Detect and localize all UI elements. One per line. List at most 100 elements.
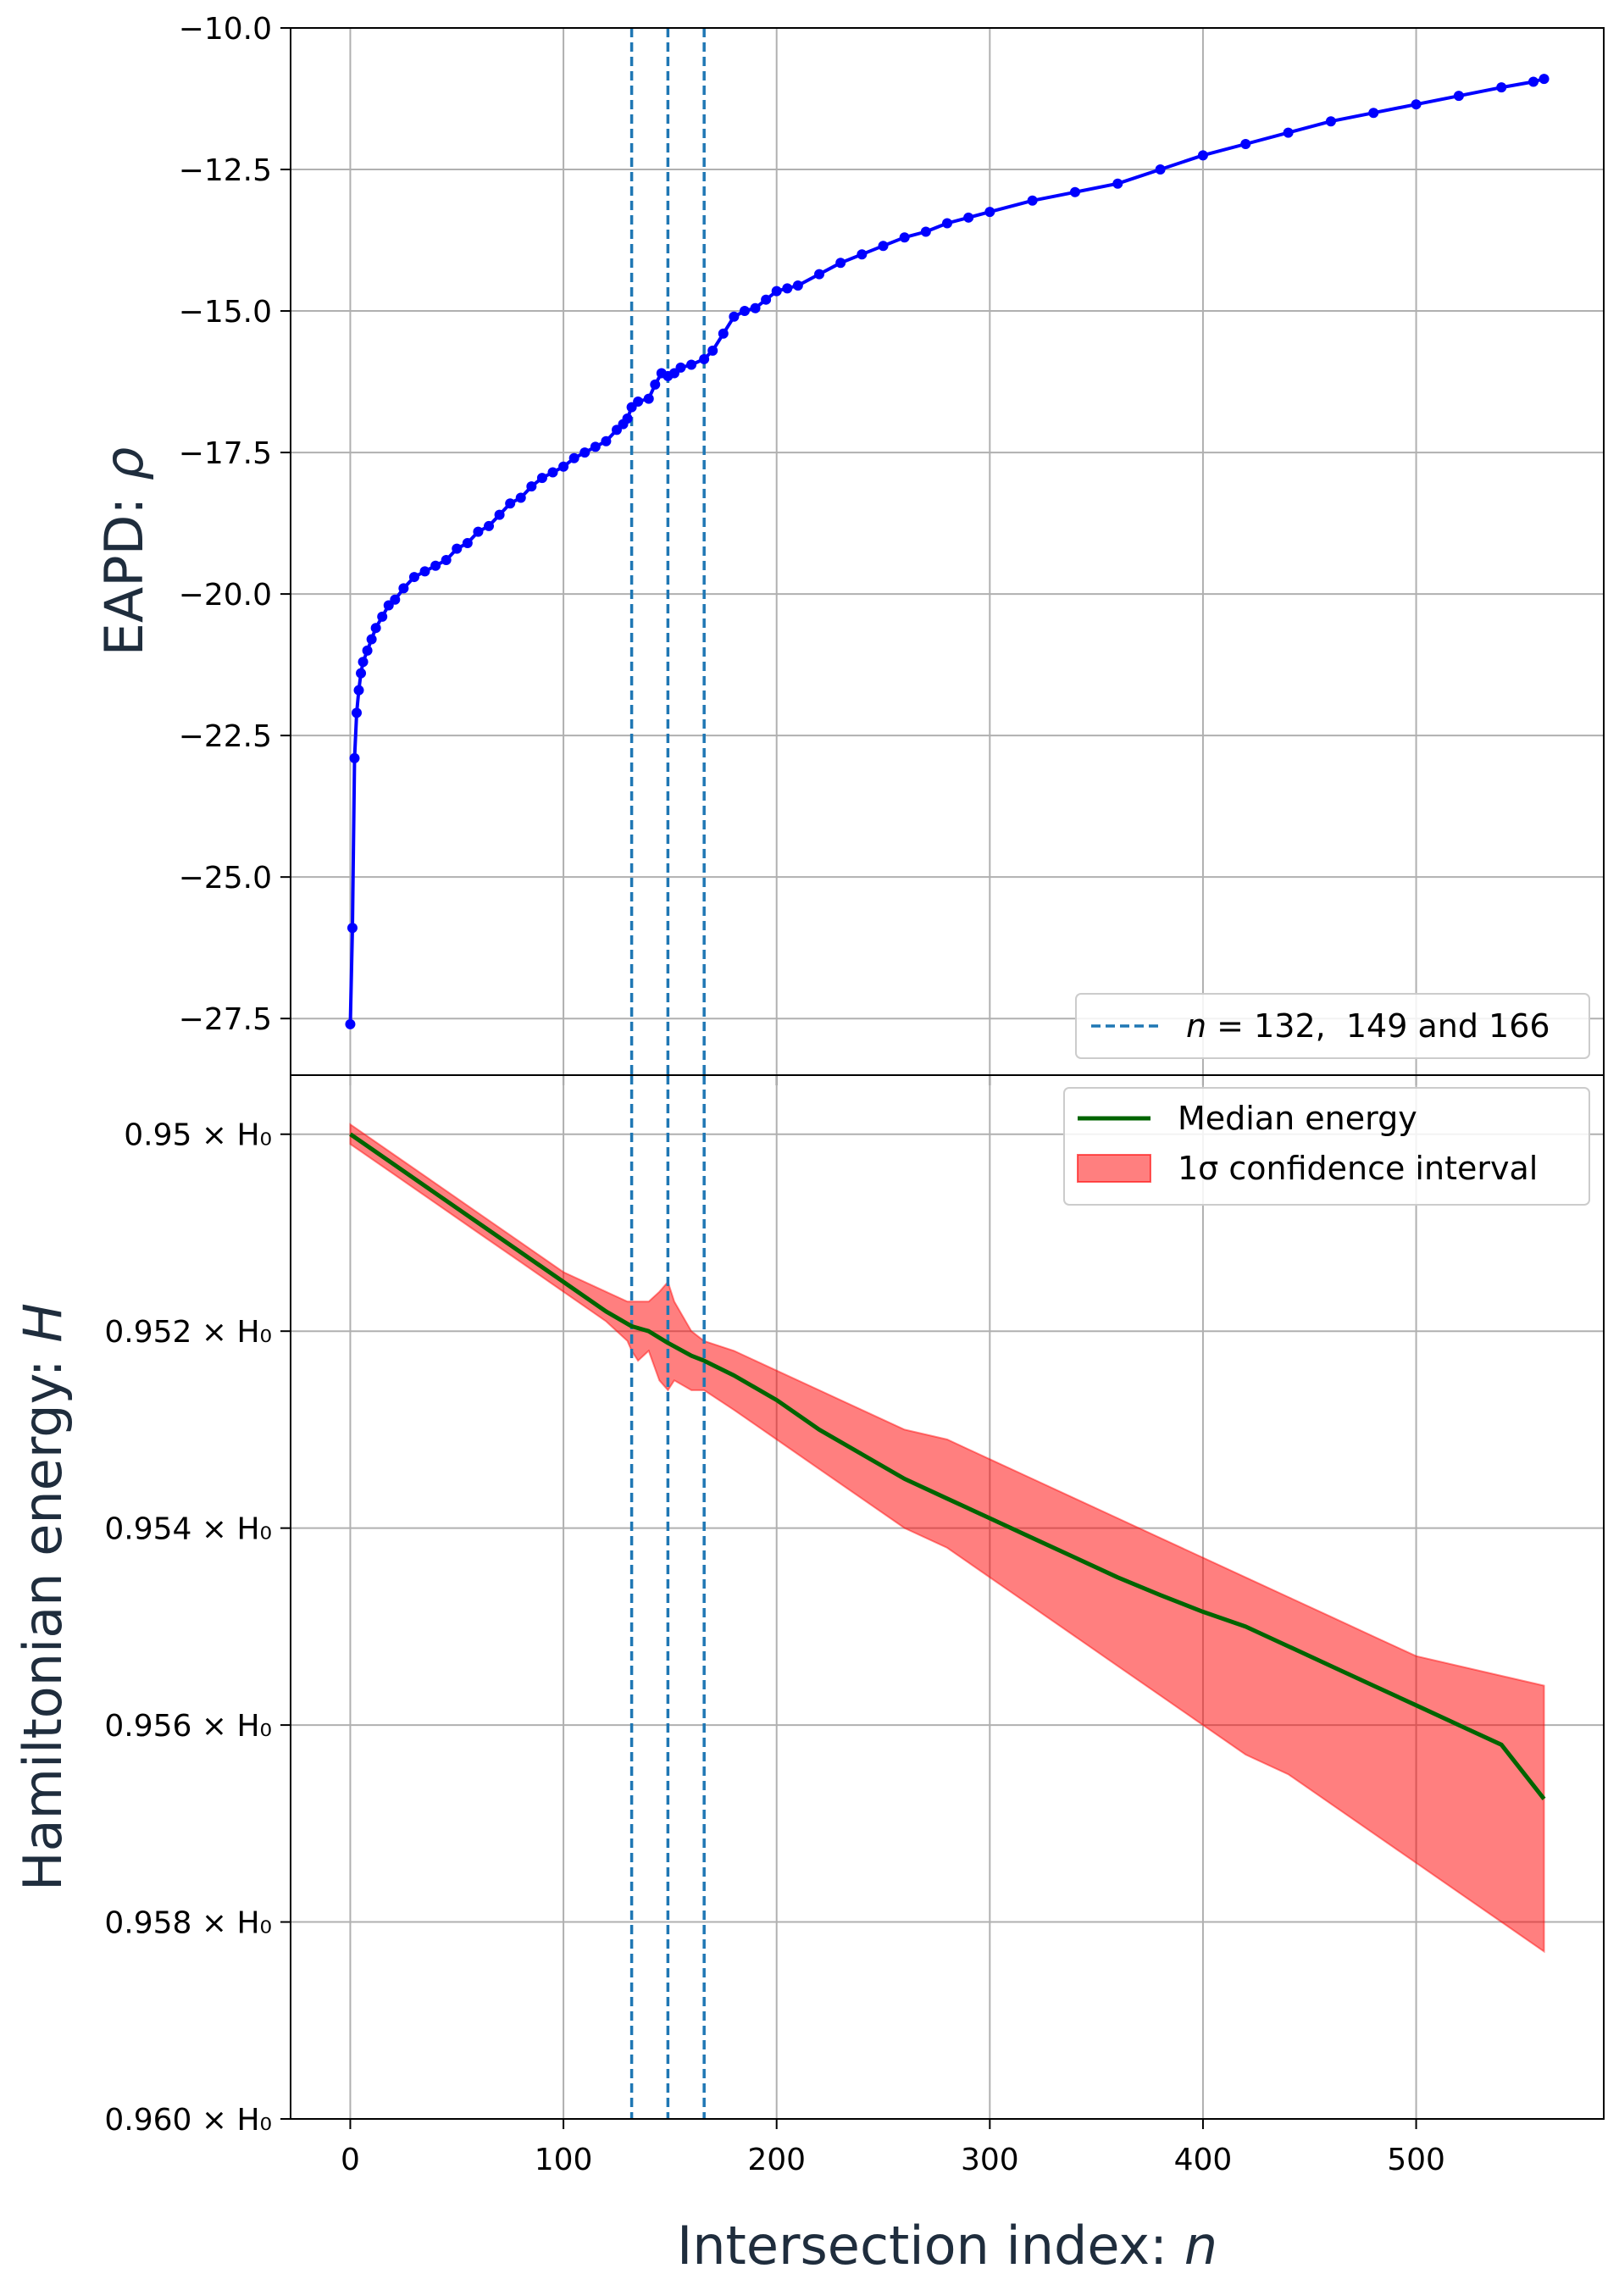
eapd-point-32 bbox=[601, 435, 612, 446]
eapd-point-6 bbox=[358, 657, 369, 668]
eapd-point-16 bbox=[430, 560, 441, 571]
energy-y-axis-title-symbol: H bbox=[12, 1303, 74, 1343]
eapd-point-30 bbox=[579, 447, 590, 458]
energy-y-axis-title-main: Hamiltonian energy: bbox=[12, 1343, 74, 1891]
eapd-point-24 bbox=[515, 492, 526, 503]
eapd-point-63 bbox=[984, 207, 995, 218]
eapd-point-76 bbox=[1528, 76, 1539, 87]
eapd-point-54 bbox=[792, 280, 803, 291]
eapd-point-21 bbox=[484, 520, 495, 531]
eapd-point-66 bbox=[1112, 178, 1123, 189]
eapd-point-7 bbox=[362, 645, 373, 656]
energy-y-tick-label-1: 0.952 × H₀ bbox=[104, 1315, 272, 1350]
eapd-reference-lines bbox=[629, 28, 706, 1075]
energy-y-tick-label-5: 0.960 × H₀ bbox=[104, 2103, 272, 2138]
eapd-point-23 bbox=[505, 498, 516, 509]
eapd-point-38 bbox=[643, 393, 654, 404]
eapd-point-72 bbox=[1368, 108, 1379, 119]
energy-axes-frame bbox=[290, 1074, 1605, 2120]
eapd-point-18 bbox=[452, 543, 463, 554]
energy-y-tick-label-0: 0.95 × H₀ bbox=[124, 1118, 272, 1153]
eapd-point-4 bbox=[353, 685, 364, 696]
eapd-point-9 bbox=[370, 623, 381, 634]
eapd-point-52 bbox=[771, 286, 782, 297]
eapd-point-12 bbox=[390, 594, 401, 605]
eapd-panel: −10.0 −12.5 −15.0 −17.5 −20.0 −22.5 −25.0 −27.5… bbox=[93, 12, 1605, 1085]
energy-x-ticks: 0 100 200 300 400 500 bbox=[341, 2119, 1445, 2177]
eapd-legend-label: n = 132, 149 and 166 bbox=[1186, 1007, 1550, 1045]
eapd-point-31 bbox=[590, 441, 601, 452]
eapd-y-tick-label-1: −12.5 bbox=[179, 153, 272, 188]
eapd-point-19 bbox=[462, 537, 473, 548]
eapd-point-37 bbox=[633, 396, 644, 407]
x-tick-label-5: 500 bbox=[1387, 2143, 1445, 2177]
eapd-point-8 bbox=[366, 634, 377, 645]
x-axis-title-main: Intersection index: bbox=[677, 2215, 1184, 2277]
eapd-point-73 bbox=[1411, 99, 1422, 110]
eapd-legend-box bbox=[1075, 993, 1590, 1059]
eapd-y-tick-label-5: −22.5 bbox=[179, 719, 272, 754]
x-axis-title-symbol: n bbox=[1184, 2215, 1217, 2277]
x-tick-label-4: 400 bbox=[1174, 2143, 1233, 2177]
energy-legend-band-label: 1σ confidence interval bbox=[1178, 1150, 1538, 1187]
eapd-point-3 bbox=[352, 707, 363, 718]
eapd-point-58 bbox=[878, 241, 889, 252]
energy-median-line bbox=[349, 1132, 1546, 1800]
eapd-point-5 bbox=[356, 668, 367, 679]
energy-panel: 0.95 × H₀ 0.952 × H₀ 0.954 × H₀ 0.956 × H₀ 0… bbox=[12, 1074, 1605, 2277]
eapd-y-tick-label-0: −10.0 bbox=[179, 12, 272, 47]
eapd-point-2 bbox=[349, 752, 360, 763]
eapd-point-65 bbox=[1069, 186, 1080, 197]
eapd-y-tick-label-3: −17.5 bbox=[179, 436, 272, 471]
eapd-point-20 bbox=[473, 526, 484, 537]
eapd-point-43 bbox=[675, 362, 686, 373]
energy-y-tick-label-4: 0.958 × H₀ bbox=[104, 1906, 272, 1941]
eapd-point-25 bbox=[526, 481, 537, 492]
eapd-point-77 bbox=[1539, 74, 1550, 85]
eapd-point-47 bbox=[718, 328, 729, 339]
energy-legend-box bbox=[1063, 1087, 1590, 1206]
eapd-point-53 bbox=[782, 283, 793, 294]
eapd-point-67 bbox=[1155, 164, 1166, 175]
eapd-point-10 bbox=[377, 611, 388, 622]
eapd-point-60 bbox=[920, 226, 931, 237]
eapd-y-axis-title-symbol: ρ bbox=[93, 447, 155, 480]
energy-legend-band-swatch bbox=[1077, 1154, 1151, 1183]
energy-y-tick-label-2: 0.954 × H₀ bbox=[104, 1512, 272, 1547]
x-tick-label-1: 100 bbox=[535, 2143, 593, 2177]
eapd-point-75 bbox=[1496, 82, 1507, 93]
eapd-point-51 bbox=[761, 294, 772, 305]
eapd-legend-label-rest: = 132, 149 and 166 bbox=[1206, 1007, 1550, 1045]
eapd-point-39 bbox=[650, 379, 661, 390]
eapd-legend-label-var: n bbox=[1186, 1007, 1206, 1045]
eapd-point-48 bbox=[729, 311, 740, 322]
energy-y-axis-title: Hamiltonian energy: H bbox=[12, 1303, 74, 1891]
eapd-point-26 bbox=[536, 473, 547, 484]
eapd-y-tick-label-6: −25.0 bbox=[179, 861, 272, 896]
eapd-y-ticks: −10.0 −12.5 −15.0 −17.5 −20.0 −22.5 −25.0 −27.5 bbox=[179, 12, 1417, 1085]
eapd-point-61 bbox=[942, 218, 952, 229]
eapd-point-56 bbox=[835, 258, 846, 269]
energy-reference-lines bbox=[629, 1075, 706, 2119]
eapd-point-74 bbox=[1453, 91, 1464, 102]
eapd-point-1 bbox=[347, 923, 358, 934]
eapd-point-14 bbox=[408, 572, 419, 583]
eapd-grid bbox=[291, 27, 1604, 1075]
eapd-point-35 bbox=[622, 413, 633, 424]
eapd-point-27 bbox=[547, 467, 558, 478]
energy-legend-median-label: Median energy bbox=[1178, 1100, 1417, 1137]
eapd-point-49 bbox=[739, 306, 750, 317]
energy-y-ticks: 0.95 × H₀ 0.952 × H₀ 0.954 × H₀ 0.956 × H₀ 0… bbox=[104, 1118, 291, 2138]
eapd-point-57 bbox=[857, 249, 868, 260]
eapd-point-13 bbox=[398, 583, 409, 594]
eapd-legend: n = 132, 149 and 166 bbox=[1075, 993, 1590, 1059]
eapd-point-64 bbox=[1027, 195, 1038, 206]
eapd-point-50 bbox=[750, 302, 761, 313]
eapd-point-71 bbox=[1325, 116, 1336, 127]
eapd-point-17 bbox=[441, 555, 452, 566]
eapd-series bbox=[345, 74, 1550, 1029]
eapd-point-69 bbox=[1240, 138, 1251, 149]
eapd-y-tick-label-7: −27.5 bbox=[179, 1002, 272, 1037]
eapd-point-28 bbox=[558, 461, 569, 472]
energy-legend: Median energy 1σ confidence interval bbox=[1063, 1087, 1590, 1206]
